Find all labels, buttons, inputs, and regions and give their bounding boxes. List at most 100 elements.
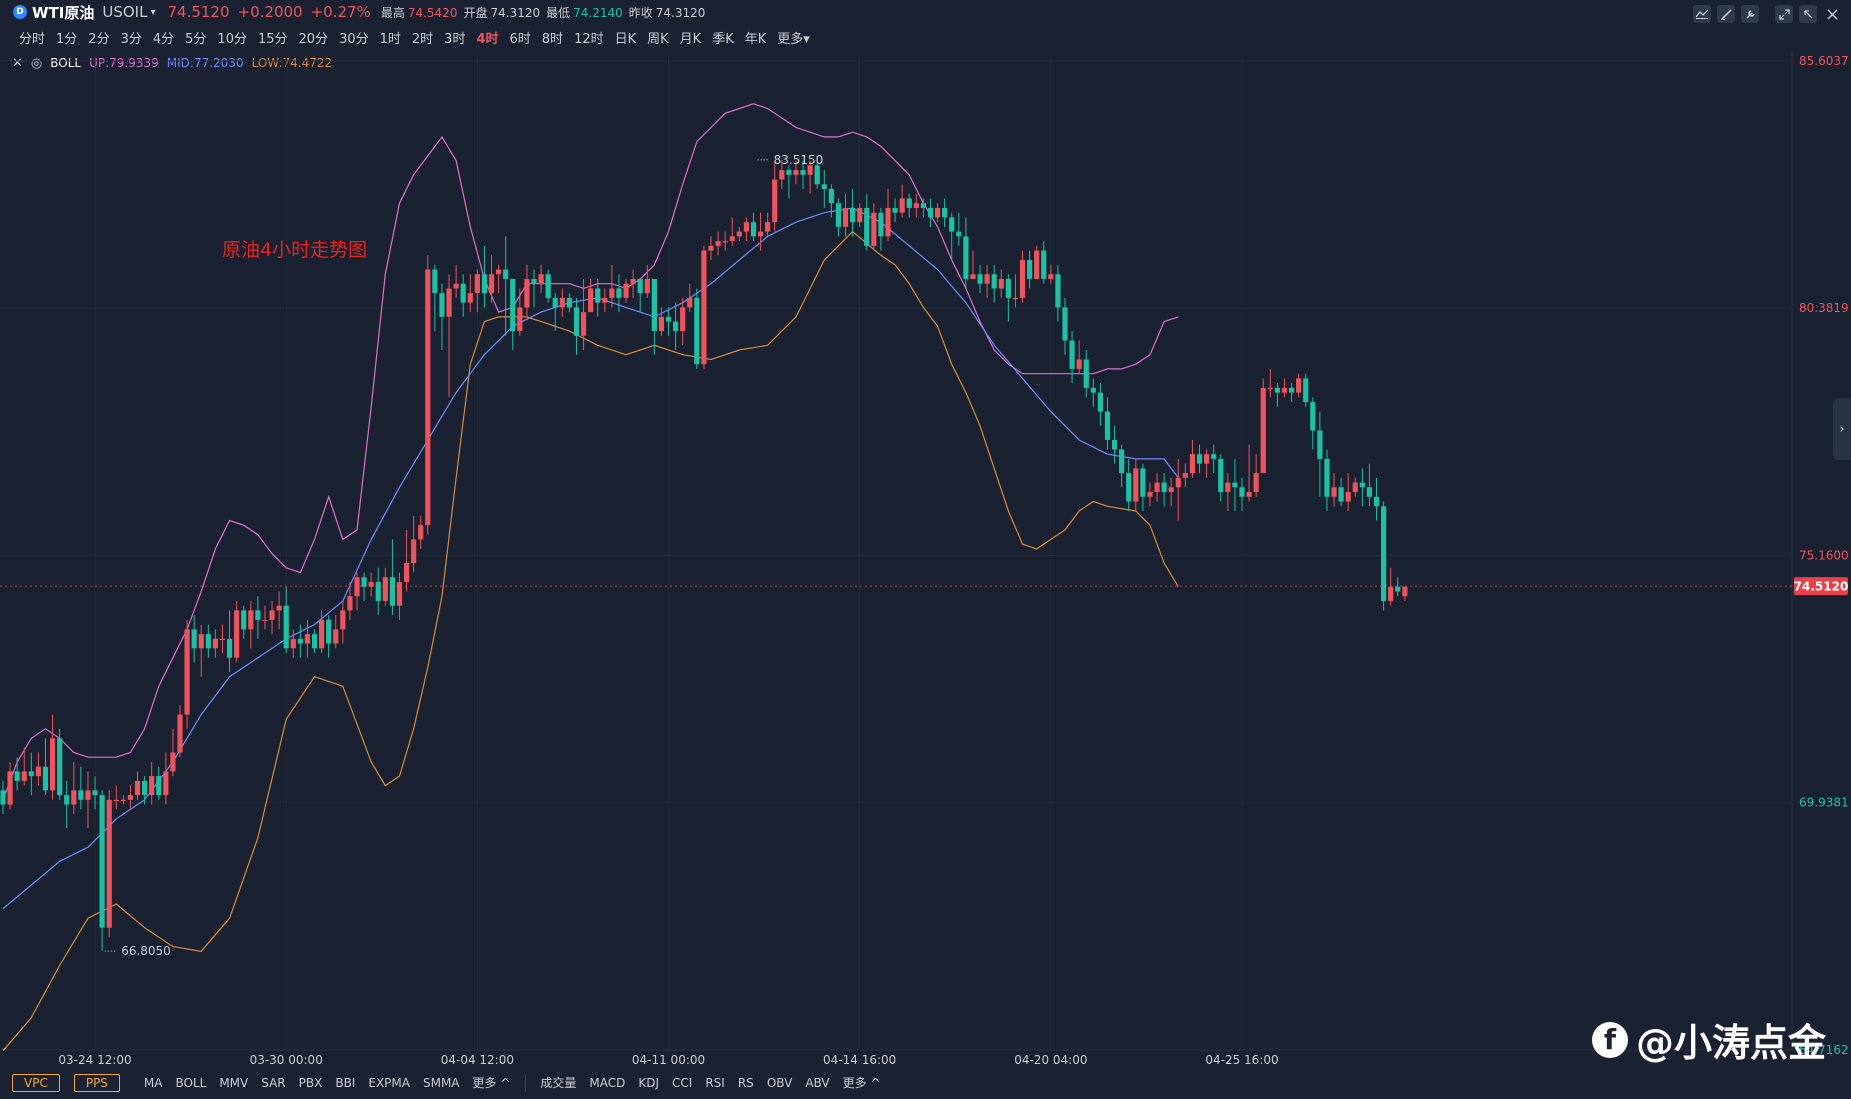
collapse-panel-icon[interactable]: ›	[1833, 398, 1851, 460]
candle-body	[800, 170, 806, 175]
sub-indicator-6[interactable]: OBV	[766, 1075, 793, 1090]
candle-body	[156, 776, 162, 796]
period-15[interactable]: 8时	[541, 31, 564, 47]
watermark: f @小涛点金	[1592, 1012, 1826, 1067]
tools-icon[interactable]	[1741, 5, 1759, 23]
symbol-name[interactable]: WTI原油	[32, 3, 95, 22]
symbol-code[interactable]: USOIL	[102, 3, 148, 21]
candle-body	[42, 766, 49, 791]
symbol-dropdown-icon[interactable]: ▾	[150, 6, 156, 18]
candle-body	[609, 288, 615, 298]
period-9[interactable]: 30分	[339, 31, 369, 47]
main-indicator-4[interactable]: PBX	[298, 1075, 323, 1090]
candle-body	[1310, 402, 1316, 431]
last-price: 74.5120	[167, 3, 230, 21]
candle-body	[311, 634, 318, 649]
boll-upper-line	[2, 103, 1179, 801]
x-tick-label: 04-25 16:00	[1205, 1053, 1278, 1067]
main-indicator-0[interactable]: MA	[143, 1075, 163, 1090]
candle-body	[1005, 278, 1011, 298]
sub-indicator-3[interactable]: CCI	[672, 1075, 693, 1090]
period-13[interactable]: 4时	[476, 31, 499, 47]
period-21[interactable]: 年K	[744, 31, 767, 47]
candle-body	[630, 278, 636, 284]
period-14[interactable]: 6时	[509, 31, 531, 47]
fullscreen-icon[interactable]	[1799, 5, 1817, 23]
main-indicator-tabs: MA BOLL MMV SAR PBX BBI EXPMA SMMA 更多 ^	[144, 1074, 523, 1091]
period-11[interactable]: 2时	[411, 31, 434, 47]
candle-body	[807, 165, 813, 175]
period-6[interactable]: 10分	[217, 31, 247, 47]
sub-indicator-8[interactable]: 更多 ^	[842, 1076, 881, 1090]
period-0[interactable]: 分时	[19, 31, 46, 47]
period-3[interactable]: 3分	[120, 31, 142, 47]
main-indicator-7[interactable]: SMMA	[422, 1075, 460, 1090]
period-10[interactable]: 1时	[379, 31, 401, 47]
candle-body	[665, 316, 672, 322]
candle-body	[559, 297, 565, 308]
main-indicator-6[interactable]: EXPMA	[368, 1075, 410, 1090]
period-4[interactable]: 4分	[152, 31, 175, 47]
sub-indicator-0[interactable]: 成交量	[540, 1076, 577, 1090]
candle-body	[1246, 492, 1252, 497]
sub-indicator-2[interactable]: KDJ	[638, 1075, 660, 1090]
candle-body	[403, 563, 410, 583]
pps-button[interactable]: PPS	[73, 1073, 120, 1092]
period-5[interactable]: 5分	[185, 31, 207, 47]
main-indicator-5[interactable]: BBI	[335, 1075, 356, 1090]
period-17[interactable]: 日K	[614, 31, 637, 47]
indicator-name[interactable]: BOLL	[50, 56, 82, 70]
candle-body	[319, 619, 325, 649]
candle-body	[7, 771, 13, 805]
open-label: 开盘	[463, 5, 488, 20]
main-indicator-3[interactable]: SAR	[261, 1075, 286, 1090]
period-19[interactable]: 月K	[679, 31, 702, 47]
candle-body	[1182, 473, 1188, 478]
period-16[interactable]: 12时	[574, 31, 604, 47]
candle-body	[142, 780, 148, 796]
high-stat: 最高 74.5420	[381, 4, 458, 21]
main-indicator-1[interactable]: BOLL	[175, 1075, 207, 1090]
close-icon[interactable]	[1823, 5, 1841, 23]
period-7[interactable]: 15分	[257, 31, 288, 47]
expand-icon[interactable]	[1775, 5, 1793, 23]
sub-indicator-1[interactable]: MACD	[589, 1075, 626, 1090]
period-20[interactable]: 季K	[712, 31, 734, 47]
candle-body	[78, 790, 84, 800]
candle-body	[1218, 458, 1224, 493]
period-2[interactable]: 2分	[88, 31, 110, 47]
candle-body	[1147, 492, 1153, 497]
candle-body	[64, 795, 70, 805]
candle-body	[503, 269, 509, 279]
candle-body	[1317, 430, 1323, 459]
vpc-button[interactable]: VPC	[12, 1073, 60, 1092]
candle-body	[644, 278, 650, 294]
draw-icon[interactable]	[1717, 5, 1735, 23]
period-22[interactable]: 更多▾	[777, 31, 810, 47]
candle-body	[1204, 454, 1210, 464]
chart-style-icon[interactable]	[1693, 5, 1711, 23]
y-tick-label: 85.6037	[1799, 54, 1849, 68]
min-marker-label: 66.8050	[121, 944, 171, 958]
candle-body	[1239, 487, 1245, 497]
period-12[interactable]: 3时	[444, 31, 466, 47]
remove-indicator-icon[interactable]: ✕	[12, 55, 23, 71]
candle-body	[1366, 487, 1373, 497]
sub-indicator-5[interactable]: RS	[737, 1075, 754, 1090]
sub-indicator-7[interactable]: ABV	[805, 1075, 830, 1090]
sub-indicator-4[interactable]: RSI	[705, 1075, 725, 1090]
candle-body	[255, 610, 261, 620]
period-8[interactable]: 20分	[298, 31, 329, 47]
candle-body	[1211, 454, 1217, 459]
indicator-settings-icon[interactable]: ◎	[30, 55, 43, 71]
period-18[interactable]: 周K	[647, 31, 669, 47]
candle-body	[1189, 454, 1196, 474]
period-1[interactable]: 1分	[56, 31, 78, 47]
main-indicator-2[interactable]: MMV	[219, 1075, 249, 1090]
candle-body	[226, 638, 233, 658]
candle-body	[219, 638, 226, 641]
candle-body	[1012, 297, 1019, 300]
candle-body	[984, 274, 990, 284]
main-indicator-8[interactable]: 更多 ^	[472, 1076, 511, 1090]
